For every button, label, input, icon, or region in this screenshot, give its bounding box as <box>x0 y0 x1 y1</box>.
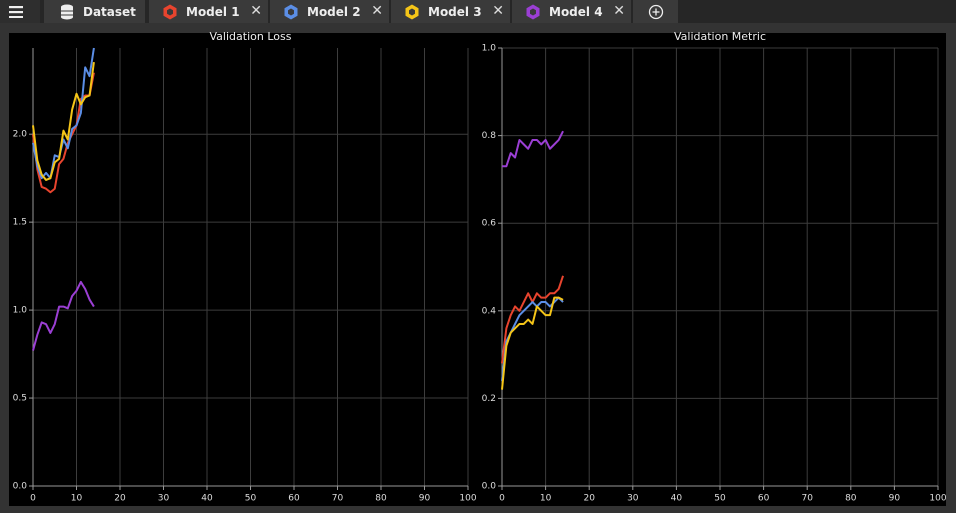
chart-title: Validation Metric <box>674 30 766 43</box>
hexagon-hole <box>409 8 415 15</box>
close-button[interactable]: ✕ <box>492 3 504 19</box>
database-icon <box>61 4 73 19</box>
x-tick-label: 40 <box>671 494 683 504</box>
series-line <box>502 130 564 168</box>
x-tick-label: 10 <box>71 494 83 504</box>
x-tick-label: 100 <box>929 494 946 504</box>
tab[interactable]: Model 1 ✕ <box>149 0 268 23</box>
x-tick-label: 70 <box>332 494 344 504</box>
hexagon-hole <box>167 8 173 15</box>
y-tick-label: 1.0 <box>13 306 28 316</box>
x-tick-label: 50 <box>245 494 257 504</box>
y-tick-label: 0.6 <box>482 219 497 229</box>
tab-label: Model 1 <box>186 4 240 19</box>
y-tick-label: 0.5 <box>13 394 27 404</box>
x-tick-label: 0 <box>499 494 505 504</box>
series-line <box>32 280 95 351</box>
x-tick-label: 10 <box>540 494 552 504</box>
series-line <box>32 61 95 181</box>
close-button[interactable]: ✕ <box>250 3 262 19</box>
hexagon-hole <box>288 8 294 15</box>
x-tick-label: 20 <box>114 494 126 504</box>
hexagon-hole <box>530 8 536 15</box>
x-tick-label: 90 <box>419 494 431 504</box>
x-tick-label: 80 <box>375 494 387 504</box>
series-line <box>501 296 564 390</box>
close-button[interactable]: ✕ <box>371 3 383 19</box>
tab-label: Model 2 <box>307 4 361 19</box>
tab-label: Model 4 <box>549 4 603 19</box>
hexagon-icon <box>405 4 419 19</box>
chart-title: Validation Loss <box>210 30 292 43</box>
series-line <box>32 72 95 194</box>
tab[interactable]: Dataset <box>44 0 145 23</box>
tab-label: Model 3 <box>428 4 482 19</box>
y-tick-label: 0.4 <box>482 306 497 316</box>
x-tick-label: 60 <box>758 494 770 504</box>
tab[interactable]: Model 2 ✕ <box>270 0 389 23</box>
hexagon-icon <box>163 4 177 19</box>
y-tick-label: 0.2 <box>482 394 496 404</box>
y-tick-label: 0.8 <box>482 131 497 141</box>
x-tick-label: 70 <box>801 494 813 504</box>
x-tick-label: 30 <box>627 494 639 504</box>
body <box>61 6 73 17</box>
menu-icon <box>8 5 23 18</box>
x-tick-label: 0 <box>30 494 36 504</box>
hexagon-icon <box>284 4 298 19</box>
menu-button[interactable] <box>0 0 40 23</box>
y-tick-label: 0.0 <box>482 482 497 492</box>
chart-panel <box>9 33 946 506</box>
y-tick-label: 1.5 <box>13 218 27 228</box>
x-tick-label: 30 <box>158 494 170 504</box>
add-tab-button[interactable] <box>633 0 678 23</box>
x-tick-label: 100 <box>459 494 476 504</box>
hexagon-icon <box>526 4 540 19</box>
x-tick-label: 50 <box>714 494 726 504</box>
x-tick-label: 90 <box>889 494 901 504</box>
plus-icon <box>648 4 663 19</box>
tab[interactable]: Model 3 ✕ <box>391 0 510 23</box>
tab[interactable]: Model 4 ✕ <box>512 0 631 23</box>
x-tick-label: 40 <box>201 494 213 504</box>
y-tick-label: 0.0 <box>13 482 28 492</box>
y-tick-label: 2.0 <box>13 130 28 140</box>
x-tick-label: 80 <box>845 494 857 504</box>
close-button[interactable]: ✕ <box>613 3 625 19</box>
x-tick-label: 60 <box>288 494 300 504</box>
tab-label: Dataset <box>83 4 136 19</box>
tab-bar: Dataset Model 1 ✕ Model 2 ✕ Model 3 ✕ Model 4 ✕ <box>0 0 956 23</box>
y-tick-label: 1.0 <box>482 44 497 54</box>
x-tick-label: 20 <box>583 494 595 504</box>
